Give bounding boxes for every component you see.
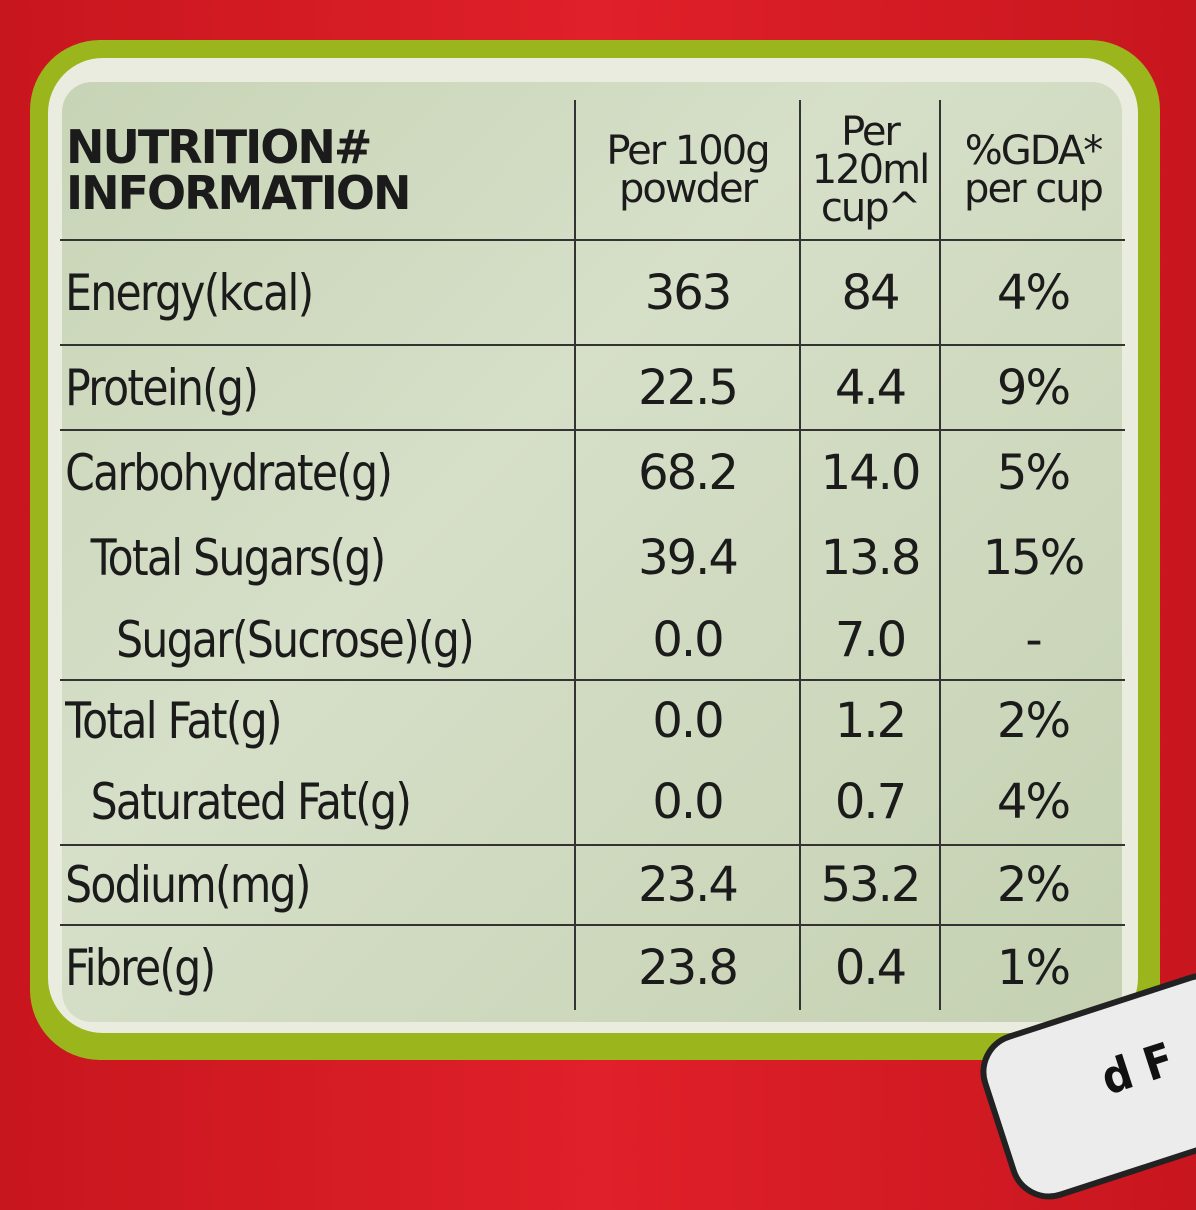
per-100g-value: 23.4 [574, 844, 801, 926]
nutrition-table: NUTRITION# INFORMATION Per 100g powder Pe… [60, 100, 1125, 1010]
table-row: Protein(g) 22.5 4.4 9% [60, 344, 1125, 431]
header-per-100g: Per 100g powder [574, 100, 801, 241]
per-cup-value: 1.2 [799, 679, 941, 760]
gda-value: 4% [939, 239, 1125, 346]
gda-value: 15% [939, 515, 1125, 600]
nutrient-label: Carbohydrate(g) [60, 429, 499, 515]
nutrient-label: Sugar(Sucrose)(g) [60, 600, 499, 681]
table-row: Sugar(Sucrose)(g) 0.0 7.0- [60, 600, 1125, 681]
per-100g-value: 68.2 [574, 429, 801, 515]
per-cup-value: 4.4 [799, 344, 941, 431]
table-row: Sodium(mg) 23.4 53.2 2% [60, 844, 1125, 926]
per-cup-value: 13.8 [799, 515, 941, 600]
per-100g-value: 23.8 [574, 924, 801, 1010]
nutrient-label: Total Sugars(g) [60, 515, 499, 600]
nutrient-label: Sodium(mg) [60, 844, 499, 926]
gda-value: 2% [939, 844, 1125, 926]
per-100g-value: 22.5 [574, 344, 801, 431]
per-cup-value: 0.4 [799, 924, 941, 1010]
nutrient-label: Fibre(g) [60, 924, 499, 1010]
table-row: Fibre(g) 23.8 0.4 1% [60, 924, 1125, 1010]
per-100g-value: 39.4 [574, 515, 801, 600]
table-title: NUTRITION# INFORMATION [60, 100, 576, 241]
per-cup-value: 14.0 [799, 429, 941, 515]
gda-value: 4% [939, 760, 1125, 846]
table-row: Total Fat(g) 0.0 1.2 2% [60, 679, 1125, 760]
table-row: Carbohydrate(g) 68.2 14.0 5% [60, 429, 1125, 515]
per-100g-value: 0.0 [574, 760, 801, 846]
table-row: Energy(kcal) 363 84 4% [60, 239, 1125, 346]
per-cup-value: 0.7 [799, 760, 941, 846]
table-row: Total Sugars(g) 39.4 13.8 15% [60, 515, 1125, 600]
header-gda: %GDA* per cup [939, 100, 1125, 241]
header-row: NUTRITION# INFORMATION Per 100g powder Pe… [60, 100, 1125, 241]
nutrient-label: Protein(g) [60, 344, 499, 431]
header-per-cup: Per 120ml cup^ [799, 100, 941, 241]
gda-value: 1% [939, 924, 1125, 1010]
gda-value: 9% [939, 344, 1125, 431]
nutrient-label: Total Fat(g) [60, 679, 499, 760]
per-cup-value: 53.2 [799, 844, 941, 926]
per-100g-value: 363 [574, 239, 801, 346]
gda-value: - [939, 600, 1125, 681]
per-100g-value: 0.0 [574, 600, 801, 681]
per-100g-value: 0.0 [574, 679, 801, 760]
per-cup-value: 84 [799, 239, 941, 346]
table-row: Saturated Fat(g) 0.0 0.7 4% [60, 760, 1125, 846]
nutrient-label: Energy(kcal) [60, 239, 499, 346]
gda-value: 2% [939, 679, 1125, 760]
gda-value: 5% [939, 429, 1125, 515]
per-cup-value: 7.0 [799, 600, 941, 681]
corner-text: d F [1094, 1031, 1181, 1106]
nutrient-label: Saturated Fat(g) [60, 760, 499, 846]
